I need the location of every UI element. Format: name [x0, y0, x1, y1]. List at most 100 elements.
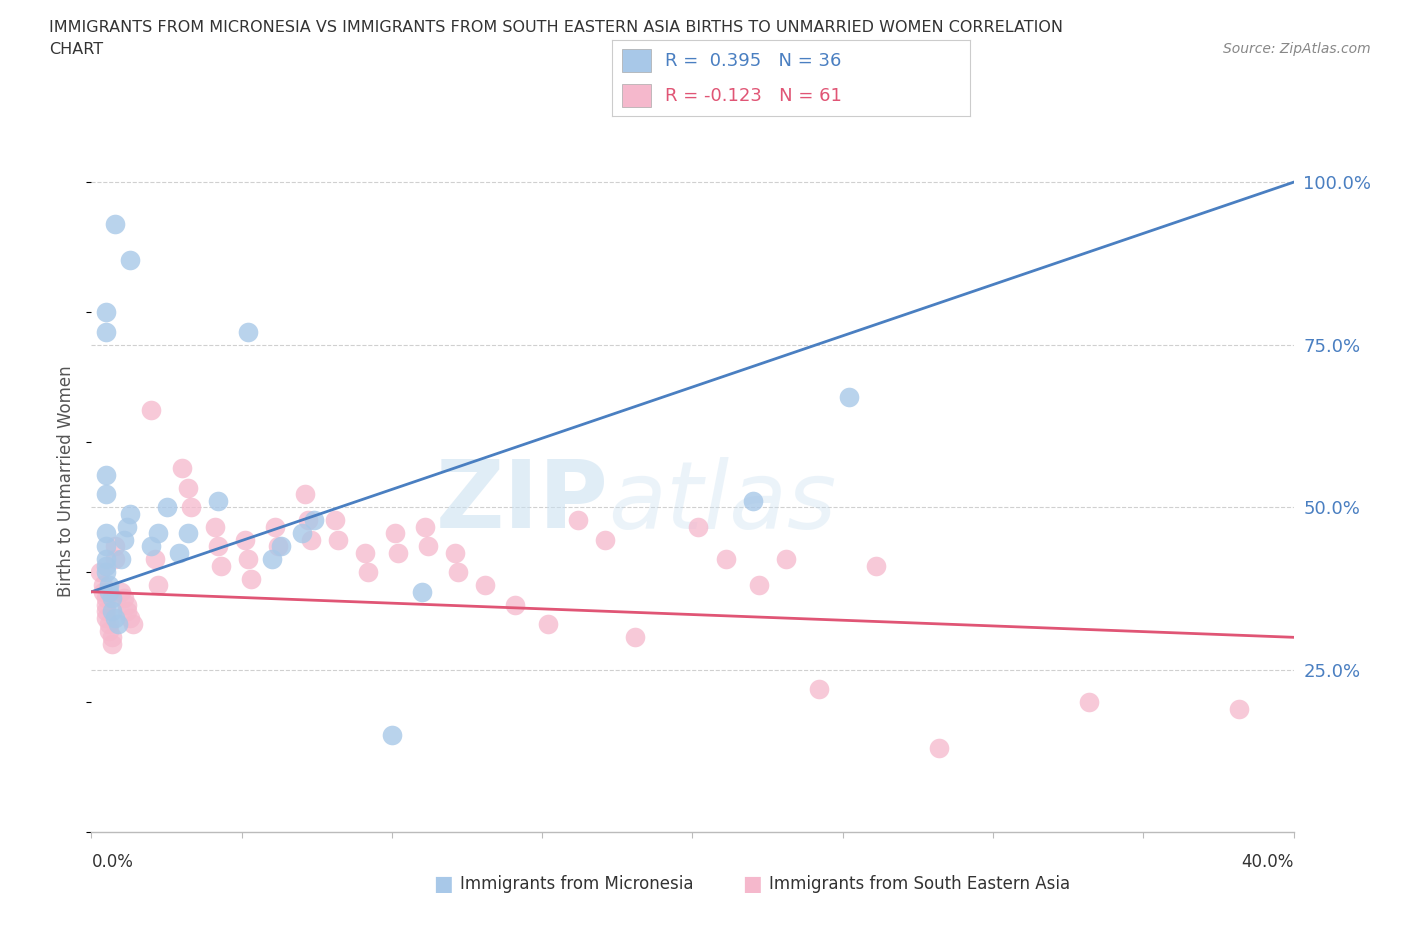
Point	[354, 545, 377, 560]
Point	[146, 578, 169, 592]
Point	[170, 461, 193, 476]
Point	[567, 512, 589, 527]
Point	[416, 538, 439, 553]
Point	[96, 551, 118, 566]
Point	[96, 604, 118, 618]
Text: Immigrants from South Eastern Asia: Immigrants from South Eastern Asia	[769, 874, 1070, 893]
Text: 40.0%: 40.0%	[1241, 853, 1294, 870]
Point	[207, 538, 229, 553]
Point	[537, 617, 560, 631]
Point	[624, 630, 647, 644]
Point	[748, 578, 770, 592]
Point	[96, 486, 118, 501]
Point	[714, 551, 737, 566]
Point	[110, 584, 132, 599]
Point	[447, 565, 470, 579]
Point	[146, 525, 169, 540]
Point	[413, 519, 436, 534]
Point	[865, 558, 887, 573]
Point	[96, 468, 118, 483]
Point	[263, 519, 285, 534]
Point	[107, 617, 129, 631]
Text: IMMIGRANTS FROM MICRONESIA VS IMMIGRANTS FROM SOUTH EASTERN ASIA BIRTHS TO UNMAR: IMMIGRANTS FROM MICRONESIA VS IMMIGRANTS…	[49, 20, 1063, 35]
Point	[104, 538, 127, 553]
Point	[384, 525, 406, 540]
Point	[120, 506, 142, 521]
Point	[120, 253, 142, 268]
Point	[141, 538, 163, 553]
Point	[267, 538, 290, 553]
Point	[291, 525, 314, 540]
Point	[357, 565, 380, 579]
Point	[236, 325, 259, 339]
Text: Source: ZipAtlas.com: Source: ZipAtlas.com	[1223, 42, 1371, 56]
Point	[207, 493, 229, 508]
Point	[326, 532, 349, 547]
Point	[96, 591, 118, 605]
Text: atlas: atlas	[609, 457, 837, 548]
Point	[117, 604, 139, 618]
Text: ZIP: ZIP	[436, 457, 609, 549]
Point	[688, 519, 710, 534]
Point	[503, 597, 526, 612]
Point	[96, 558, 118, 573]
Point	[98, 584, 121, 599]
Point	[101, 630, 124, 644]
Point	[96, 565, 118, 579]
Point	[1078, 695, 1101, 710]
Point	[807, 682, 830, 697]
Point	[93, 584, 115, 599]
Point	[96, 538, 118, 553]
Point	[96, 525, 118, 540]
Point	[299, 532, 322, 547]
Point	[114, 591, 136, 605]
Point	[928, 740, 950, 755]
Point	[104, 610, 127, 625]
Point	[114, 532, 136, 547]
Y-axis label: Births to Unmarried Women: Births to Unmarried Women	[58, 365, 76, 597]
Point	[180, 499, 202, 514]
Point	[775, 551, 797, 566]
Point	[120, 610, 142, 625]
Point	[176, 480, 198, 495]
Point	[141, 403, 163, 418]
Point	[98, 578, 121, 592]
Point	[93, 578, 115, 592]
Point	[474, 578, 496, 592]
Text: 0.0%: 0.0%	[91, 853, 134, 870]
Point	[117, 519, 139, 534]
Point	[838, 390, 860, 405]
Text: ■: ■	[742, 873, 762, 894]
Point	[297, 512, 319, 527]
Point	[117, 597, 139, 612]
Point	[122, 617, 145, 631]
Point	[294, 486, 316, 501]
Point	[1229, 701, 1251, 716]
Point	[101, 604, 124, 618]
Point	[741, 493, 763, 508]
Point	[98, 617, 121, 631]
Point	[323, 512, 346, 527]
Point	[209, 558, 232, 573]
Text: R = -0.123   N = 61: R = -0.123 N = 61	[665, 86, 842, 105]
Text: ■: ■	[433, 873, 453, 894]
Point	[236, 551, 259, 566]
FancyBboxPatch shape	[623, 49, 651, 72]
Point	[104, 217, 127, 232]
Point	[411, 584, 433, 599]
Point	[204, 519, 226, 534]
Point	[98, 623, 121, 638]
Point	[101, 636, 124, 651]
Point	[155, 499, 177, 514]
Point	[233, 532, 256, 547]
Point	[96, 597, 118, 612]
Point	[96, 610, 118, 625]
Point	[110, 551, 132, 566]
Text: Immigrants from Micronesia: Immigrants from Micronesia	[460, 874, 693, 893]
Point	[444, 545, 467, 560]
Point	[167, 545, 190, 560]
Point	[143, 551, 166, 566]
Point	[381, 727, 404, 742]
Point	[89, 565, 111, 579]
Point	[104, 551, 127, 566]
